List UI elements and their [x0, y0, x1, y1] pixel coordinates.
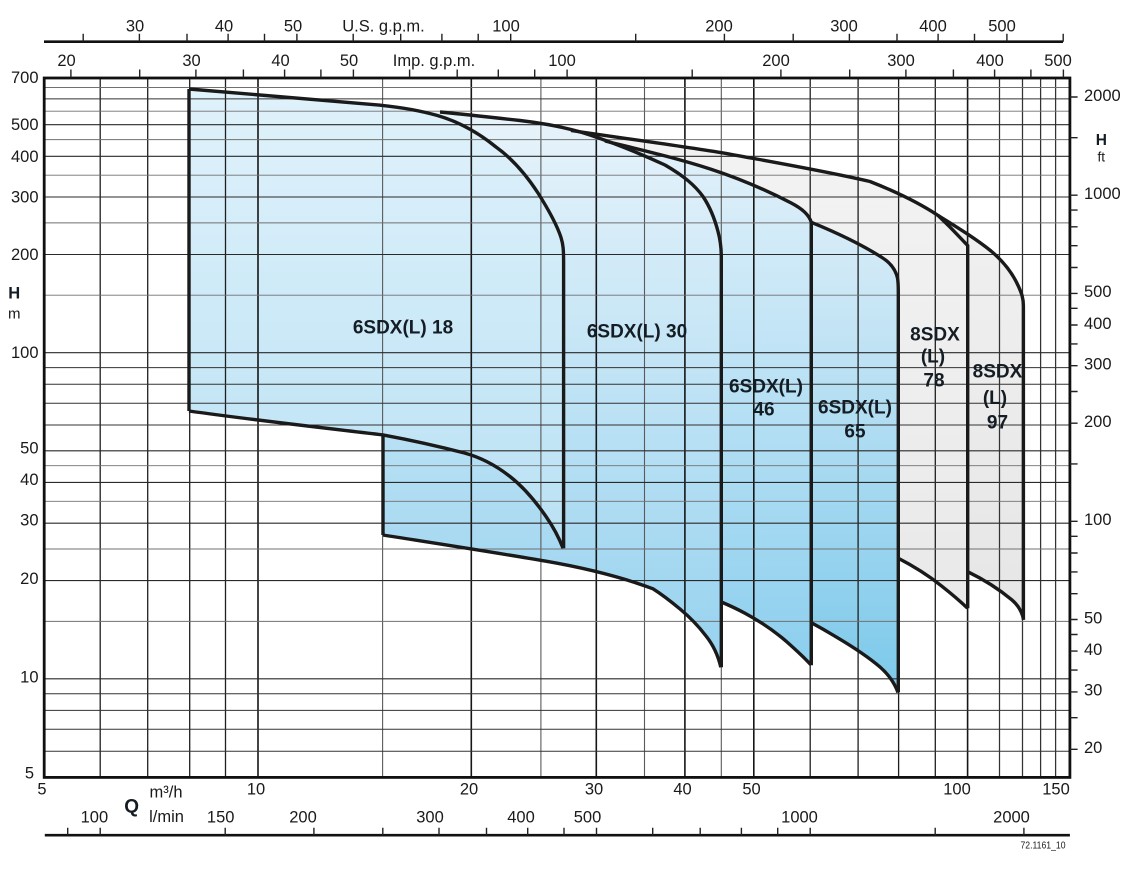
svg-text:40: 40 — [20, 471, 38, 489]
svg-text:150: 150 — [1042, 781, 1070, 799]
svg-text:300: 300 — [830, 18, 858, 36]
svg-text:97: 97 — [987, 412, 1008, 433]
svg-text:30: 30 — [182, 52, 200, 70]
svg-text:50: 50 — [340, 52, 358, 70]
svg-text:400: 400 — [11, 148, 39, 166]
svg-text:50: 50 — [20, 439, 38, 457]
svg-text:40: 40 — [271, 52, 289, 70]
svg-text:40: 40 — [1084, 641, 1102, 659]
svg-text:Imp. g.p.m.: Imp. g.p.m. — [393, 52, 476, 70]
svg-text:300: 300 — [416, 809, 444, 827]
svg-text:8SDX: 8SDX — [973, 361, 1023, 382]
svg-text:U.S. g.p.m.: U.S. g.p.m. — [342, 18, 425, 36]
svg-text:10: 10 — [20, 668, 38, 686]
svg-text:200: 200 — [762, 52, 790, 70]
svg-text:50: 50 — [1084, 609, 1102, 627]
svg-text:100: 100 — [943, 781, 971, 799]
svg-text:H: H — [1096, 132, 1107, 149]
svg-text:6SDX(L): 6SDX(L) — [729, 376, 803, 397]
svg-text:200: 200 — [11, 246, 39, 264]
svg-text:40: 40 — [673, 781, 691, 799]
svg-text:50: 50 — [284, 18, 302, 36]
svg-text:150: 150 — [207, 809, 235, 827]
svg-text:78: 78 — [923, 371, 944, 392]
svg-text:300: 300 — [887, 52, 915, 70]
svg-text:30: 30 — [585, 781, 603, 799]
svg-text:300: 300 — [11, 189, 39, 207]
svg-text:m: m — [8, 306, 21, 323]
svg-text:l/min: l/min — [149, 808, 184, 826]
svg-text:20: 20 — [20, 570, 38, 588]
svg-text:5: 5 — [25, 764, 34, 782]
svg-text:500: 500 — [574, 809, 602, 827]
svg-text:30: 30 — [1084, 682, 1102, 700]
svg-text:20: 20 — [57, 52, 75, 70]
svg-text:2000: 2000 — [993, 809, 1030, 827]
svg-text:6SDX(L): 6SDX(L) — [818, 397, 892, 418]
svg-text:100: 100 — [548, 52, 576, 70]
svg-text:72.1161_10: 72.1161_10 — [1021, 841, 1066, 852]
svg-text:200: 200 — [1084, 413, 1112, 431]
svg-text:400: 400 — [976, 52, 1004, 70]
svg-text:500: 500 — [1084, 283, 1112, 301]
svg-text:6SDX(L) 30: 6SDX(L) 30 — [587, 322, 687, 343]
svg-text:400: 400 — [1084, 315, 1112, 333]
svg-text:500: 500 — [988, 18, 1016, 36]
svg-text:100: 100 — [81, 809, 109, 827]
svg-text:20: 20 — [460, 781, 478, 799]
svg-text:400: 400 — [507, 809, 535, 827]
svg-text:65: 65 — [844, 422, 866, 443]
svg-text:50: 50 — [742, 781, 760, 799]
svg-text:100: 100 — [11, 344, 39, 362]
svg-text:2000: 2000 — [1084, 87, 1121, 105]
svg-text:1000: 1000 — [1084, 185, 1121, 203]
svg-text:40: 40 — [215, 18, 233, 36]
svg-text:500: 500 — [1044, 52, 1072, 70]
svg-text:400: 400 — [919, 18, 947, 36]
svg-text:5: 5 — [37, 781, 46, 799]
svg-text:46: 46 — [753, 399, 774, 420]
svg-text:H: H — [8, 285, 20, 303]
svg-text:Q: Q — [124, 797, 139, 818]
svg-text:300: 300 — [1084, 356, 1112, 374]
svg-text:ft: ft — [1097, 149, 1105, 164]
svg-text:100: 100 — [492, 18, 520, 36]
svg-text:200: 200 — [705, 18, 733, 36]
svg-text:6SDX(L) 18: 6SDX(L) 18 — [353, 318, 453, 339]
svg-text:30: 30 — [20, 512, 38, 530]
svg-text:700: 700 — [11, 69, 39, 87]
svg-text:100: 100 — [1084, 511, 1112, 529]
svg-text:30: 30 — [126, 18, 144, 36]
svg-text:m³/h: m³/h — [150, 784, 183, 802]
svg-text:20: 20 — [1084, 739, 1102, 757]
svg-text:500: 500 — [11, 116, 39, 134]
svg-text:10: 10 — [247, 781, 265, 799]
svg-text:(L): (L) — [921, 346, 945, 367]
svg-text:200: 200 — [289, 809, 317, 827]
svg-text:8SDX: 8SDX — [910, 324, 960, 345]
svg-text:(L): (L) — [983, 388, 1007, 409]
svg-text:1000: 1000 — [781, 809, 818, 827]
